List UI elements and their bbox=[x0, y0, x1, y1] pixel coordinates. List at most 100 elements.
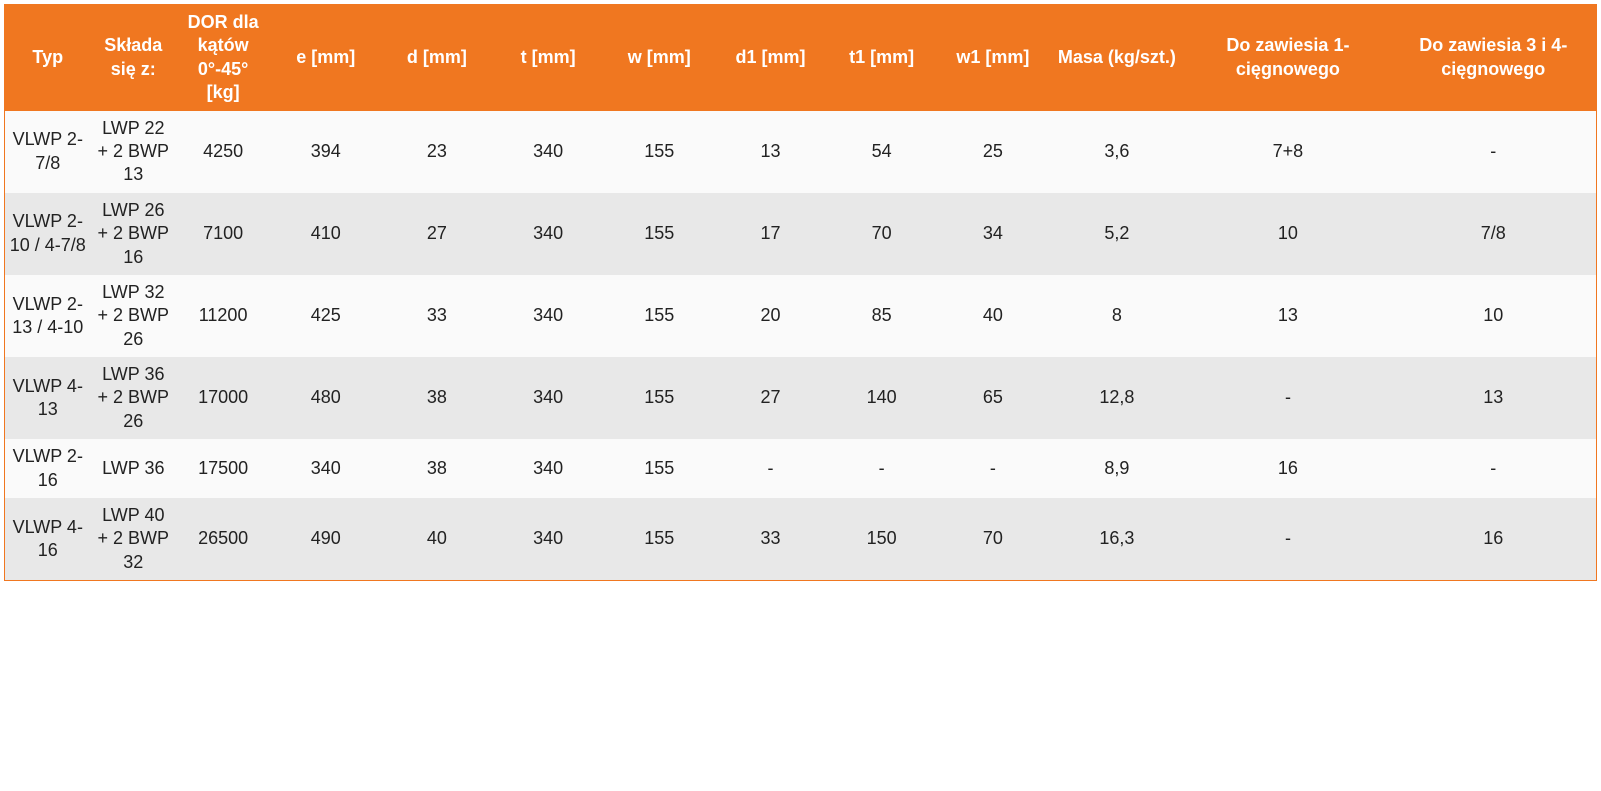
cell: 17 bbox=[715, 193, 826, 275]
spec-table-wrapper: Typ Składa się z: DOR dla kątów 0°-45° [… bbox=[4, 4, 1597, 581]
cell: 11200 bbox=[176, 275, 270, 357]
cell: 340 bbox=[493, 357, 604, 439]
cell: LWP 40 + 2 BWP 32 bbox=[91, 498, 177, 580]
cell: 340 bbox=[493, 498, 604, 580]
cell: 34 bbox=[937, 193, 1048, 275]
table-row: VLWP 2-13 / 4-10 LWP 32 + 2 BWP 26 11200… bbox=[5, 275, 1596, 357]
col-header: Masa (kg/szt.) bbox=[1048, 5, 1185, 111]
cell: 65 bbox=[937, 357, 1048, 439]
table-row: VLWP 2-10 / 4-7/8 LWP 26 + 2 BWP 16 7100… bbox=[5, 193, 1596, 275]
cell: 27 bbox=[381, 193, 492, 275]
cell: 3,6 bbox=[1048, 111, 1185, 193]
cell: 38 bbox=[381, 357, 492, 439]
cell: 7+8 bbox=[1185, 111, 1390, 193]
cell: 13 bbox=[1391, 357, 1596, 439]
table-row: VLWP 2-7/8 LWP 22 + 2 BWP 13 4250 394 23… bbox=[5, 111, 1596, 193]
cell: VLWP 2-10 / 4-7/8 bbox=[5, 193, 91, 275]
col-header: Do zawiesia 3 i 4- cięgnowego bbox=[1391, 5, 1596, 111]
cell: VLWP 2-7/8 bbox=[5, 111, 91, 193]
cell: - bbox=[1391, 439, 1596, 498]
cell: 40 bbox=[381, 498, 492, 580]
cell: 17000 bbox=[176, 357, 270, 439]
cell: 155 bbox=[604, 439, 715, 498]
cell: - bbox=[1185, 357, 1390, 439]
cell: LWP 26 + 2 BWP 16 bbox=[91, 193, 177, 275]
cell: - bbox=[826, 439, 937, 498]
cell: 340 bbox=[493, 111, 604, 193]
col-header: Typ bbox=[5, 5, 91, 111]
cell: 10 bbox=[1185, 193, 1390, 275]
table-body: VLWP 2-7/8 LWP 22 + 2 BWP 13 4250 394 23… bbox=[5, 111, 1596, 581]
cell: VLWP 4-16 bbox=[5, 498, 91, 580]
cell: LWP 36 + 2 BWP 26 bbox=[91, 357, 177, 439]
cell: 33 bbox=[381, 275, 492, 357]
cell: 20 bbox=[715, 275, 826, 357]
cell: 13 bbox=[715, 111, 826, 193]
spec-table: Typ Składa się z: DOR dla kątów 0°-45° [… bbox=[5, 5, 1596, 580]
col-header: w [mm] bbox=[604, 5, 715, 111]
cell: 155 bbox=[604, 111, 715, 193]
col-header: t [mm] bbox=[493, 5, 604, 111]
cell: - bbox=[715, 439, 826, 498]
cell: 26500 bbox=[176, 498, 270, 580]
table-row: VLWP 4-13 LWP 36 + 2 BWP 26 17000 480 38… bbox=[5, 357, 1596, 439]
cell: 410 bbox=[270, 193, 381, 275]
cell: - bbox=[937, 439, 1048, 498]
cell: 5,2 bbox=[1048, 193, 1185, 275]
cell: 25 bbox=[937, 111, 1048, 193]
cell: 340 bbox=[493, 193, 604, 275]
col-header: e [mm] bbox=[270, 5, 381, 111]
cell: 150 bbox=[826, 498, 937, 580]
cell: 340 bbox=[493, 275, 604, 357]
cell: LWP 32 + 2 BWP 26 bbox=[91, 275, 177, 357]
col-header: d [mm] bbox=[381, 5, 492, 111]
col-header: Składa się z: bbox=[91, 5, 177, 111]
cell: 4250 bbox=[176, 111, 270, 193]
cell: 7100 bbox=[176, 193, 270, 275]
cell: - bbox=[1391, 111, 1596, 193]
cell: 27 bbox=[715, 357, 826, 439]
cell: 490 bbox=[270, 498, 381, 580]
cell: 340 bbox=[270, 439, 381, 498]
cell: 155 bbox=[604, 357, 715, 439]
cell: 33 bbox=[715, 498, 826, 580]
cell: 394 bbox=[270, 111, 381, 193]
cell: 12,8 bbox=[1048, 357, 1185, 439]
cell: 8,9 bbox=[1048, 439, 1185, 498]
cell: LWP 36 bbox=[91, 439, 177, 498]
table-row: VLWP 4-16 LWP 40 + 2 BWP 32 26500 490 40… bbox=[5, 498, 1596, 580]
cell: 16 bbox=[1185, 439, 1390, 498]
cell: 70 bbox=[826, 193, 937, 275]
cell: 10 bbox=[1391, 275, 1596, 357]
cell: 7/8 bbox=[1391, 193, 1596, 275]
cell: 54 bbox=[826, 111, 937, 193]
col-header: d1 [mm] bbox=[715, 5, 826, 111]
cell: 340 bbox=[493, 439, 604, 498]
cell: 155 bbox=[604, 193, 715, 275]
cell: 85 bbox=[826, 275, 937, 357]
col-header: Do zawiesia 1- cięgnowego bbox=[1185, 5, 1390, 111]
cell: 155 bbox=[604, 275, 715, 357]
cell: - bbox=[1185, 498, 1390, 580]
cell: VLWP 4-13 bbox=[5, 357, 91, 439]
cell: 155 bbox=[604, 498, 715, 580]
cell: VLWP 2-16 bbox=[5, 439, 91, 498]
cell: 13 bbox=[1185, 275, 1390, 357]
cell: 70 bbox=[937, 498, 1048, 580]
cell: 16,3 bbox=[1048, 498, 1185, 580]
cell: 8 bbox=[1048, 275, 1185, 357]
col-header: w1 [mm] bbox=[937, 5, 1048, 111]
col-header: t1 [mm] bbox=[826, 5, 937, 111]
cell: 40 bbox=[937, 275, 1048, 357]
cell: 16 bbox=[1391, 498, 1596, 580]
cell: VLWP 2-13 / 4-10 bbox=[5, 275, 91, 357]
cell: 425 bbox=[270, 275, 381, 357]
table-row: VLWP 2-16 LWP 36 17500 340 38 340 155 - … bbox=[5, 439, 1596, 498]
cell: 38 bbox=[381, 439, 492, 498]
cell: 17500 bbox=[176, 439, 270, 498]
cell: 480 bbox=[270, 357, 381, 439]
cell: 140 bbox=[826, 357, 937, 439]
cell: LWP 22 + 2 BWP 13 bbox=[91, 111, 177, 193]
table-header: Typ Składa się z: DOR dla kątów 0°-45° [… bbox=[5, 5, 1596, 111]
header-row: Typ Składa się z: DOR dla kątów 0°-45° [… bbox=[5, 5, 1596, 111]
